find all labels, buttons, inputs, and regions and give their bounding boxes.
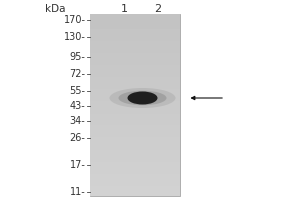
Text: 17-: 17-: [70, 160, 86, 170]
Text: 34-: 34-: [70, 116, 86, 126]
Text: 26-: 26-: [70, 133, 86, 143]
Text: kDa: kDa: [45, 4, 66, 14]
Text: 130-: 130-: [64, 32, 86, 42]
Ellipse shape: [118, 91, 166, 105]
Text: 2: 2: [154, 4, 161, 14]
Text: 170-: 170-: [64, 15, 86, 25]
Text: 43-: 43-: [70, 101, 86, 111]
Bar: [90, 14, 180, 196]
Ellipse shape: [128, 92, 158, 104]
Ellipse shape: [110, 88, 176, 108]
Text: 95-: 95-: [70, 52, 86, 62]
Text: 11-: 11-: [70, 187, 86, 197]
Text: 1: 1: [121, 4, 128, 14]
Text: 72-: 72-: [70, 69, 86, 79]
Text: 55-: 55-: [70, 86, 86, 96]
